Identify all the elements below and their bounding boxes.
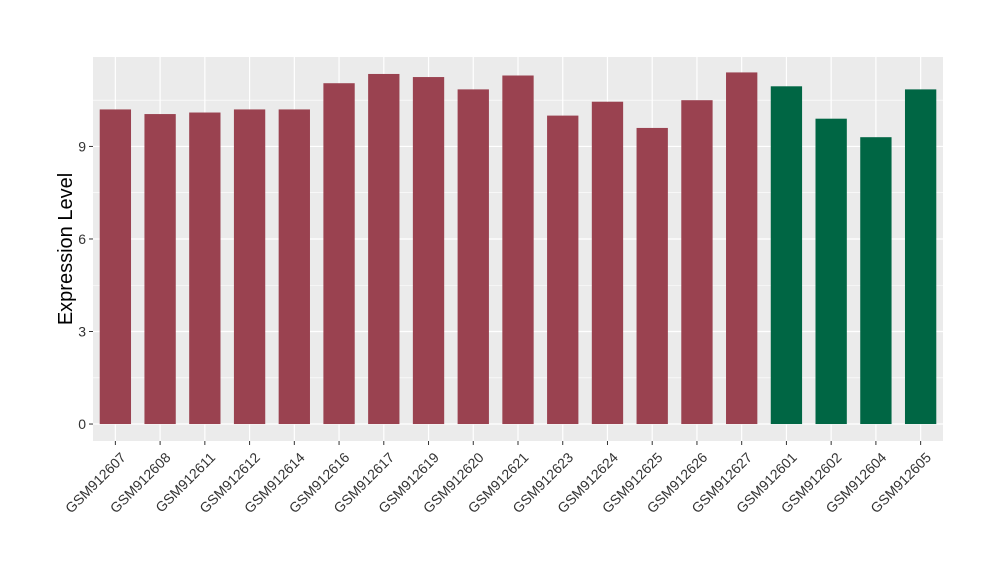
- bar-GSM912620: [457, 89, 489, 425]
- bar-GSM912602: [815, 118, 847, 425]
- bar-GSM912616: [323, 83, 355, 425]
- bar-GSM912605: [904, 89, 937, 425]
- bar-GSM912623: [547, 115, 579, 425]
- bar-GSM912614: [278, 109, 310, 425]
- bar-GSM912608: [144, 114, 176, 425]
- bar-GSM912627: [726, 72, 758, 425]
- bar-GSM912619: [412, 77, 445, 425]
- bar-GSM912611: [189, 112, 221, 425]
- bar-GSM912604: [860, 137, 892, 425]
- bar-GSM912625: [636, 127, 668, 425]
- bar-GSM912626: [681, 100, 713, 425]
- bars: [99, 72, 937, 425]
- bar-GSM912601: [770, 86, 803, 425]
- y-axis-title: Expression Level: [55, 173, 77, 325]
- bar-GSM912612: [233, 109, 266, 425]
- y-axis: 0 3 6 9: [78, 138, 93, 432]
- bar-GSM912607: [99, 109, 132, 425]
- x-axis: GSM912607GSM912608GSM912611GSM912612GSM9…: [62, 441, 934, 516]
- y-tick-label: 3: [78, 324, 86, 340]
- bar-GSM912624: [591, 101, 624, 425]
- y-tick-label: 9: [78, 138, 86, 154]
- bar-GSM912617: [368, 73, 400, 425]
- y-tick-label: 6: [78, 231, 86, 247]
- y-tick-label: 0: [78, 416, 86, 432]
- bar-GSM912621: [502, 75, 534, 425]
